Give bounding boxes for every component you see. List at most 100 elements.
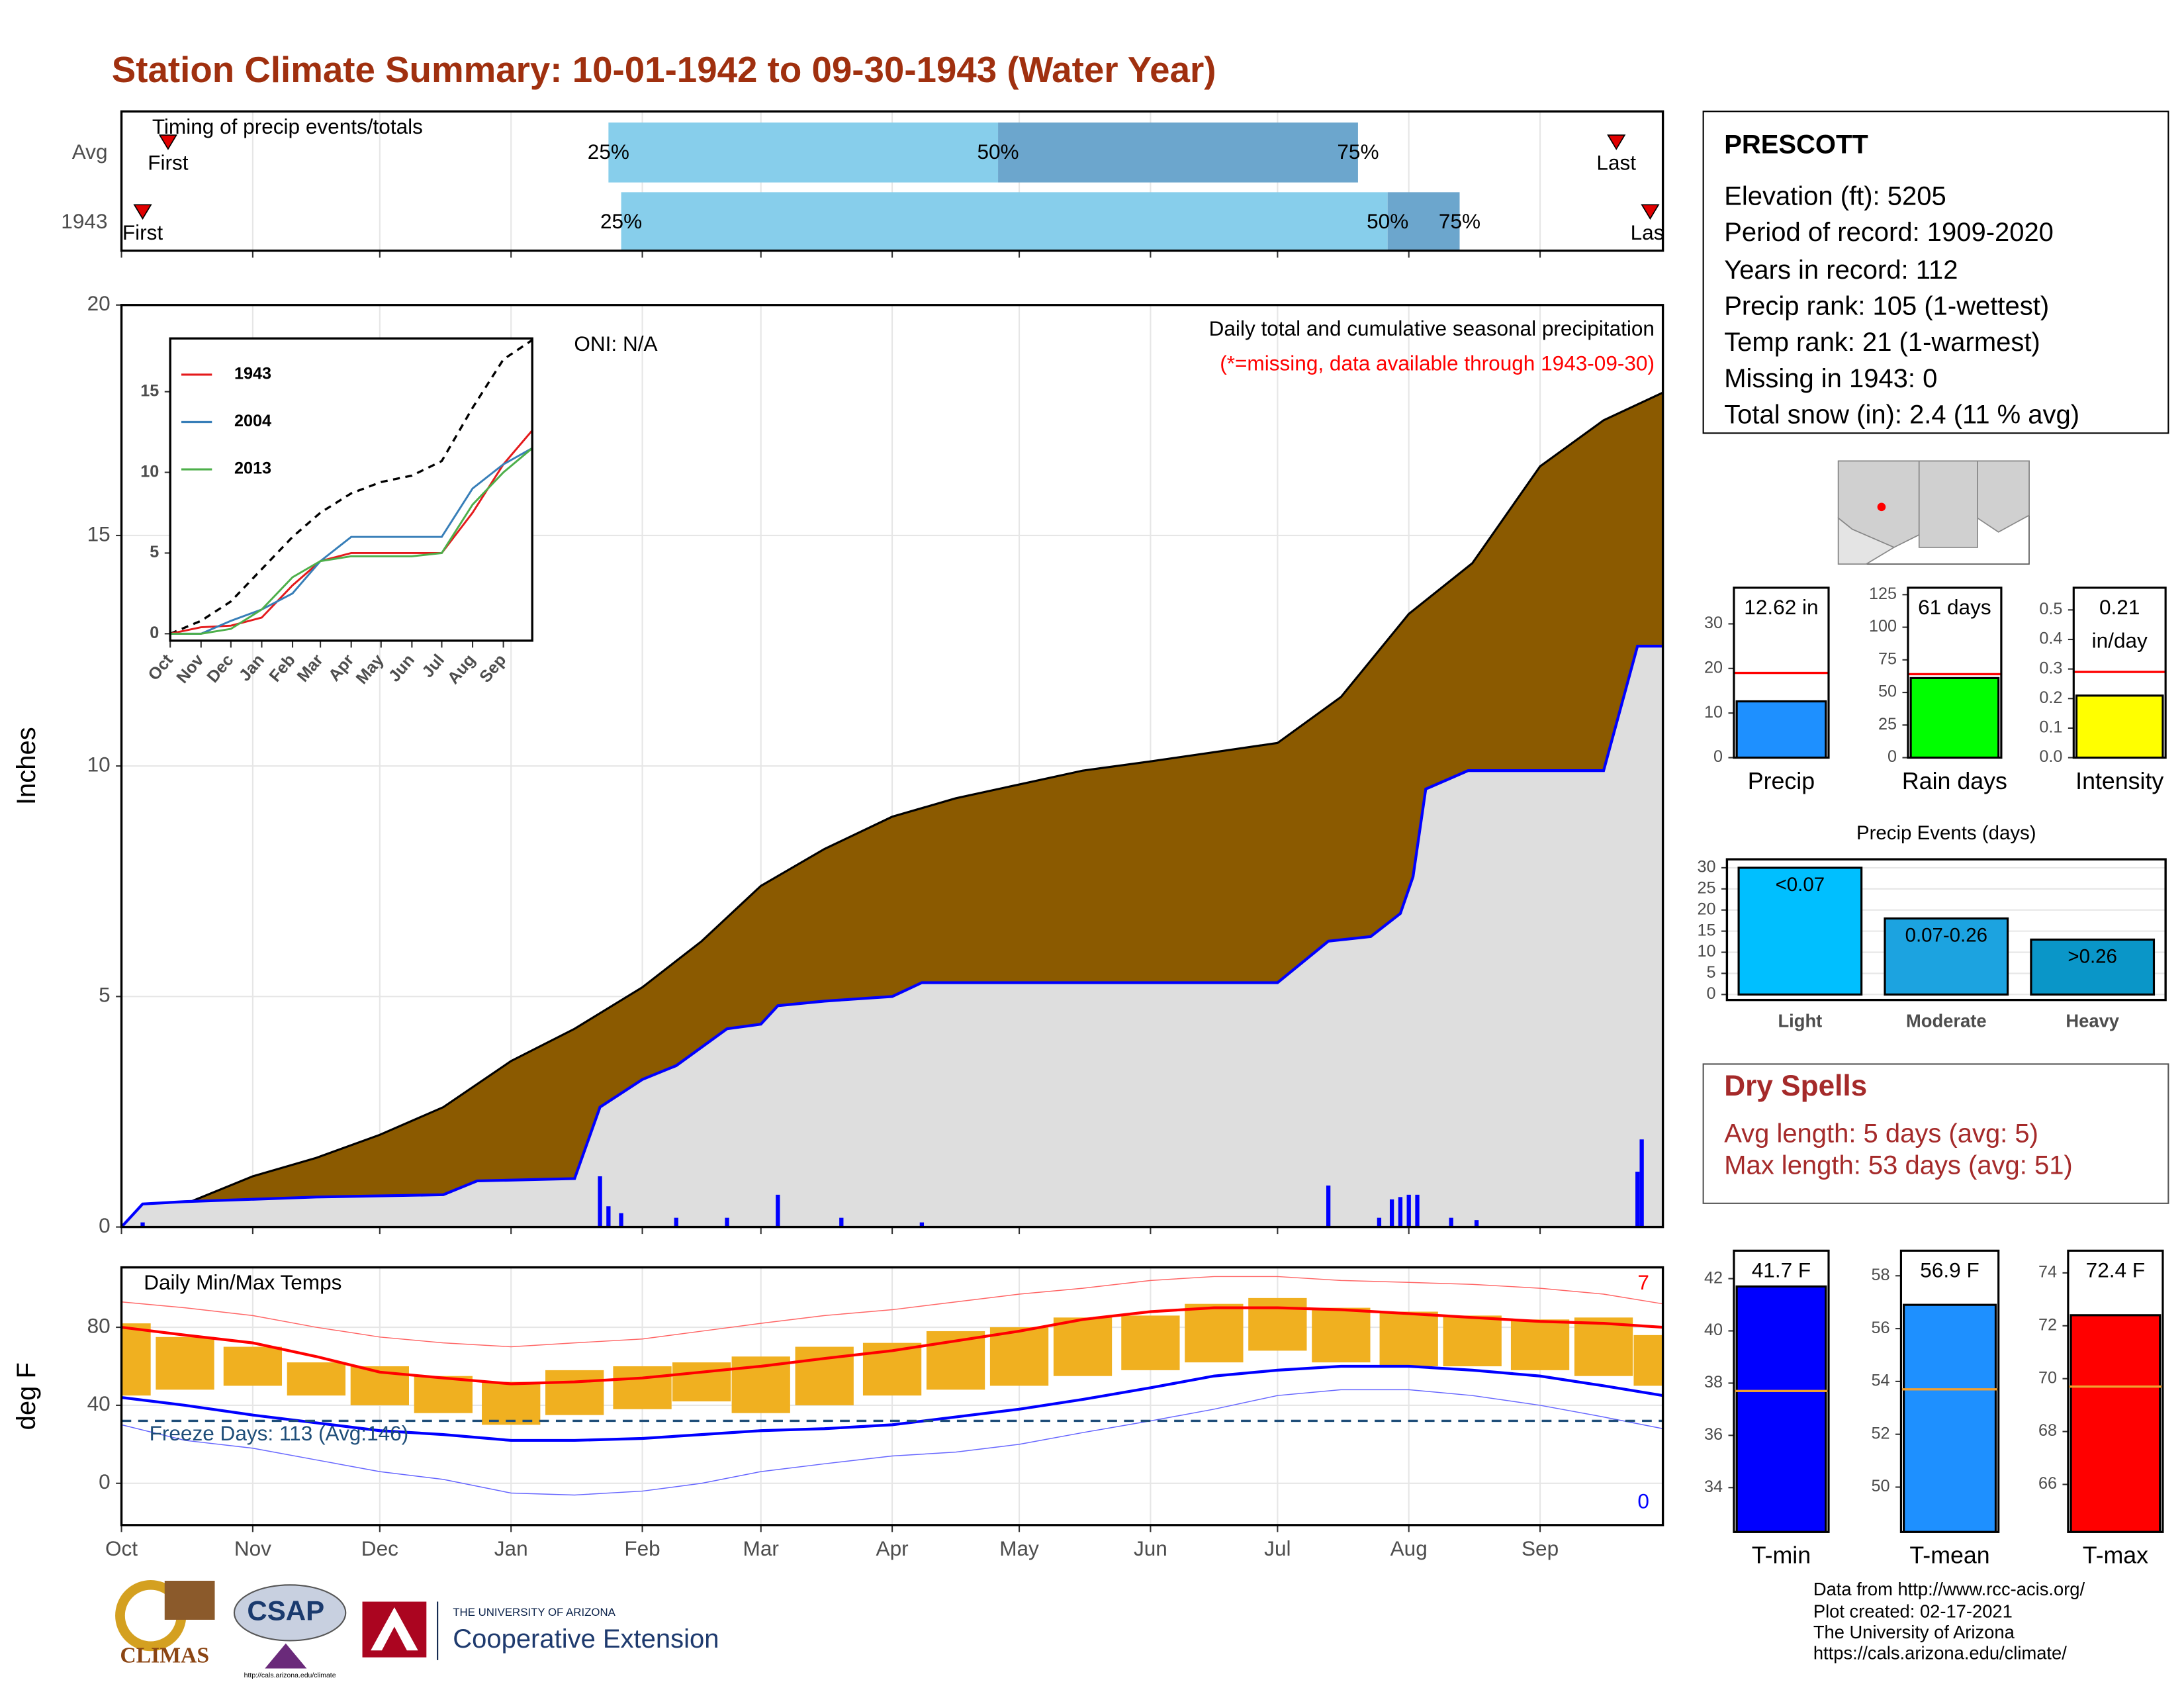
category-label: Moderate	[1906, 1011, 1987, 1031]
plot-group: 41.7 F	[1733, 1258, 1829, 1532]
y-tick-label: 52	[1871, 1424, 1889, 1442]
temp-range-bar	[1574, 1317, 1633, 1376]
x-tick-label: Apr	[876, 1536, 909, 1560]
y-tick-label: 0.1	[2039, 718, 2062, 737]
y-tick-label: 20	[1704, 658, 1723, 677]
station-line: Precip rank: 105 (1-wettest)	[1724, 292, 2049, 321]
value-label: 0.21 in/day	[2091, 596, 2148, 653]
y-tick-label: 40	[1704, 1321, 1723, 1339]
value-label-box: 12.62 in	[1744, 596, 1819, 620]
logo-text: Cooperative Extension	[453, 1624, 719, 1654]
x-tick-label: Sep	[1522, 1536, 1559, 1560]
logo-text: CSAP	[247, 1595, 324, 1626]
daily-precip-bar	[1389, 1199, 1394, 1227]
temp-range-bar	[672, 1362, 731, 1402]
y-tick-label: 72	[2038, 1315, 2057, 1334]
plot-group: 25% 50% 75% First Last 25% 50% 75% First Last Timi…	[121, 111, 1663, 251]
y-tick-label: 75	[1878, 649, 1897, 668]
category-label: T-mean	[1909, 1542, 1989, 1569]
footer-line: Plot created: 02-17-2021	[1813, 1601, 2013, 1622]
value-label: 12.62 in	[1744, 596, 1819, 620]
percentile-bar	[998, 122, 1358, 183]
event-marker	[1641, 204, 1660, 220]
value-label: 41.7 F	[1751, 1258, 1811, 1283]
y-tick-label: 0	[1888, 747, 1897, 766]
percentile-label: 50%	[977, 140, 1019, 164]
percentile-label: 75%	[1439, 209, 1480, 233]
locator-map	[1837, 460, 2030, 565]
y-tick-label: 34	[1704, 1477, 1723, 1496]
dry-spells-title: Dry Spells	[1724, 1070, 1867, 1102]
daily-precip-bar	[725, 1217, 729, 1227]
percentile-label: 50%	[1367, 209, 1408, 233]
dry-spells-line: Avg length: 5 days (avg: 5)	[1724, 1119, 2038, 1148]
temp-range-bar	[1053, 1317, 1113, 1376]
category-label: Heavy	[2066, 1011, 2119, 1031]
x-tick-label: Dec	[361, 1536, 398, 1560]
category-label: T-max	[2083, 1542, 2148, 1569]
logo-block	[164, 1580, 215, 1620]
average-cumulative-line	[121, 391, 1663, 1227]
y-tick-label: 0	[1713, 747, 1723, 766]
plot-frame	[120, 110, 1664, 252]
daily-precip-bar	[140, 1222, 145, 1227]
bar	[1735, 1285, 1827, 1532]
plot-group: <0.07 0.07-0.26 >0.26	[1727, 867, 2166, 996]
plot-group: 56.9 F	[1901, 1259, 1999, 1532]
y-tick-label: 10	[1704, 703, 1723, 722]
category-label: Precip	[1748, 768, 1815, 794]
temp-range-bar	[482, 1382, 541, 1425]
daily-precip-bar	[1635, 1172, 1640, 1227]
percentile-label: 75%	[1337, 140, 1379, 164]
y-tick-label: 56	[1871, 1319, 1889, 1337]
y-tick-label: 0	[99, 1470, 111, 1493]
value-label-box: 56.9 F	[1920, 1259, 1979, 1283]
oni: ONI: N/A	[574, 332, 657, 355]
temp-range-bar	[1248, 1297, 1307, 1351]
x-tick-label: Oct	[105, 1536, 138, 1560]
y-axis-label: Inches	[12, 727, 41, 805]
bar	[2070, 1314, 2161, 1532]
percentile-label: 25%	[588, 140, 629, 164]
temp-range-bar	[1443, 1315, 1502, 1366]
event-label: Last	[1596, 151, 1636, 175]
temp-range-bar	[1185, 1303, 1244, 1363]
y-tick-label: 5	[150, 543, 159, 561]
daily-precip-bar	[606, 1206, 611, 1227]
average-temp-line	[121, 1306, 1663, 1385]
plot-frame	[1733, 1249, 1830, 1533]
percentile-label: 25%	[600, 209, 642, 233]
y-tick-label: 80	[87, 1313, 111, 1337]
bar	[1903, 1303, 1997, 1532]
bar	[1737, 867, 1863, 996]
event-label: First	[122, 220, 163, 244]
series-line	[170, 430, 533, 635]
average-line	[170, 339, 533, 635]
bar	[1884, 917, 2009, 996]
daily-precip-bar	[1377, 1217, 1382, 1227]
plot-frame	[1733, 586, 1830, 759]
logo-cloud	[233, 1584, 347, 1642]
y-tick-label: 10	[1697, 942, 1715, 961]
value-label-box: 41.7 F	[1751, 1258, 1811, 1283]
x-tick-label: Aug	[1390, 1536, 1428, 1560]
legend-label: 1943	[234, 365, 271, 383]
y-tick-label: 25	[1878, 715, 1897, 733]
plot-frame	[1899, 1249, 2000, 1533]
csap-logo: CSAP http://cals.arizona.edu/climate	[233, 1584, 347, 1679]
y-tick-label: 20	[1697, 900, 1715, 918]
station-line: Total snow (in): 2.4 (11 % avg)	[1724, 400, 2079, 430]
daily-precip-bar	[1415, 1194, 1420, 1227]
x-tick-label: Jan	[494, 1536, 528, 1560]
value-label: 72.4 F	[2085, 1258, 2146, 1283]
value-label: 61 days	[1918, 596, 1991, 620]
percentile-bar	[621, 192, 1388, 251]
note: (*=missing, data available through 1943-…	[1220, 352, 1655, 375]
category-label: Intensity	[2075, 768, 2163, 794]
y-tick-label: 5	[99, 983, 111, 1007]
y-tick-label: 20	[87, 291, 111, 315]
y-tick-label: 15	[1697, 921, 1715, 939]
plot-group: Daily Min/Max Temps Freeze Days: 113 (Avg…	[121, 1267, 1663, 1525]
footer-line: https://cals.arizona.edu/climate/	[1813, 1643, 2067, 1664]
